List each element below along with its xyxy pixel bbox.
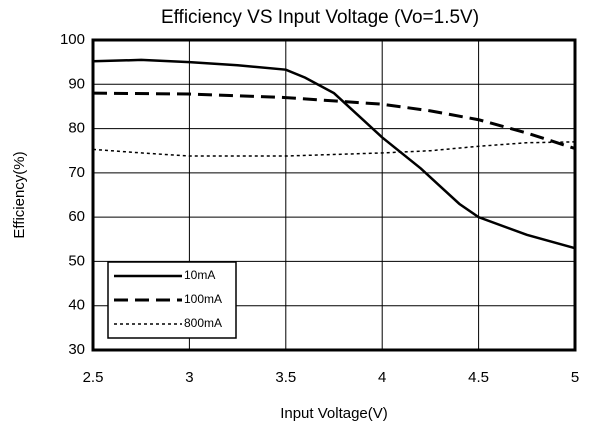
legend-label: 100mA xyxy=(184,292,222,306)
plot-frame xyxy=(91,38,577,352)
y-axis-label: Efficiency(%) xyxy=(11,151,28,238)
y-tick-label: 60 xyxy=(68,208,85,225)
y-tick-label: 30 xyxy=(68,341,85,358)
x-tick-label: 5 xyxy=(571,369,579,386)
chart-title: Efficiency VS Input Voltage (Vo=1.5V) xyxy=(161,7,479,28)
y-tick-label: 70 xyxy=(68,164,85,181)
y-tick-label: 40 xyxy=(68,297,85,314)
x-tick-label: 2.5 xyxy=(83,369,104,386)
y-tick-label: 90 xyxy=(68,75,85,92)
legend-label: 800mA xyxy=(184,316,222,330)
x-tick-label: 4 xyxy=(378,369,386,386)
series-line xyxy=(92,91,576,150)
y-tick-label: 80 xyxy=(68,120,85,137)
x-axis-label: Input Voltage(V) xyxy=(280,405,388,422)
x-tick-label: 3.5 xyxy=(275,369,296,386)
legend-label: 10mA xyxy=(184,268,215,282)
x-tick-label: 3 xyxy=(185,369,193,386)
series-line xyxy=(92,141,576,157)
series-line xyxy=(92,58,576,250)
y-tick-label: 50 xyxy=(68,252,85,269)
x-tick-label: 4.5 xyxy=(468,369,489,386)
y-tick-label: 100 xyxy=(60,31,85,48)
legend-box xyxy=(107,261,237,339)
